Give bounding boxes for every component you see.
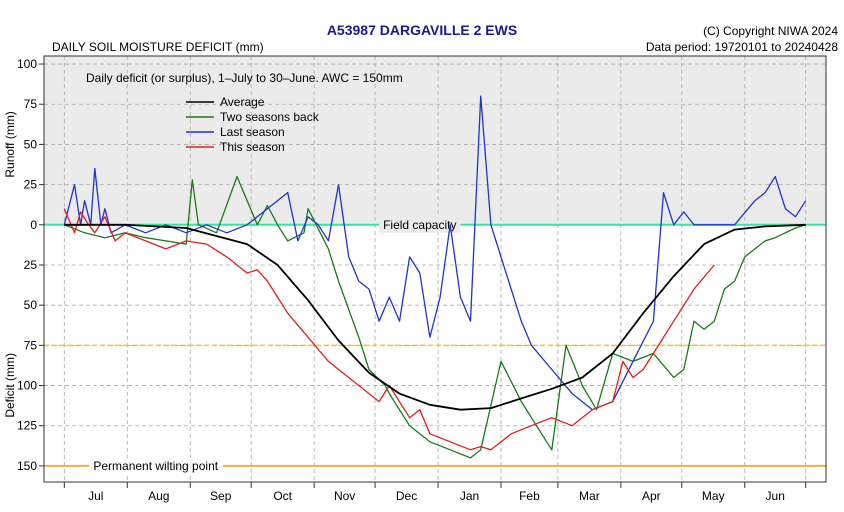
y-tick-label: 25 (24, 258, 38, 272)
x-tick-label-sep: Sep (210, 489, 232, 503)
legend-label-last-season: Last season (220, 125, 285, 139)
x-tick-label-oct: Oct (273, 489, 292, 503)
legend-label-this-season: This season (220, 140, 285, 154)
y-tick-label: 75 (24, 97, 38, 111)
x-tick-label-dec: Dec (396, 489, 417, 503)
chart-annotation: Daily deficit (or surplus), 1–July to 30… (86, 71, 403, 85)
axes: 100 75 50 25 0 25 50 75 100 125 150 Jul Aug Sep Oct Nov… (17, 57, 807, 503)
x-tick-label-jan: Jan (460, 489, 479, 503)
y-tick-label: 150 (17, 459, 37, 473)
series-line-last-season (63, 95, 807, 411)
y-axis-label-runoff: Runoff (mm) (3, 111, 17, 177)
reference-label-field-capacity: Field capacity (383, 218, 456, 232)
y-tick-label: 100 (17, 57, 37, 71)
y-tick-label: 50 (24, 137, 38, 151)
y-tick-label: 75 (24, 338, 38, 352)
y-tick-label: 125 (17, 419, 37, 433)
copyright-note: (C) Copyright NIWA 2024 (703, 24, 838, 38)
y-tick-label: 50 (24, 298, 38, 312)
x-tick-label-may: May (702, 489, 725, 503)
x-tick-label-jul: Jul (88, 489, 103, 503)
y-tick-label: 0 (30, 218, 37, 232)
deficit-region (44, 224, 826, 482)
x-tick-label-apr: Apr (642, 489, 661, 503)
reference-lines: Field capacity Permanent wilting point (44, 216, 826, 474)
chart-title: A53987 DARGAVILLE 2 EWS (326, 22, 518, 38)
reference-label-bg (89, 457, 223, 474)
x-tick-label-mar: Mar (579, 489, 600, 503)
series-line-two-seasons-back (64, 175, 806, 459)
series-lines (63, 95, 807, 459)
data-period: Data period: 19720101 to 20240428 (645, 40, 838, 54)
series-line-this-season (63, 208, 715, 451)
series-line-average (64, 223, 806, 411)
plot-frame (43, 55, 827, 483)
grid (44, 56, 826, 482)
x-tick-label-feb: Feb (519, 489, 540, 503)
y-tick-label: 25 (24, 178, 38, 192)
y-axis-label-deficit: Deficit (mm) (3, 353, 17, 418)
x-tick-label-nov: Nov (334, 489, 355, 503)
legend-label-two-seasons-back: Two seasons back (220, 110, 320, 124)
y-tick-label: 100 (17, 379, 37, 393)
reference-label-bg (379, 216, 461, 233)
chart-subtitle: DAILY SOIL MOISTURE DEFICIT (mm) (52, 40, 264, 54)
x-tick-label-aug: Aug (148, 489, 169, 503)
legend-label-average: Average (220, 95, 265, 109)
x-tick-label-jun: Jun (766, 489, 785, 503)
reference-label-permanent-wilting-point: Permanent wilting point (93, 459, 218, 473)
